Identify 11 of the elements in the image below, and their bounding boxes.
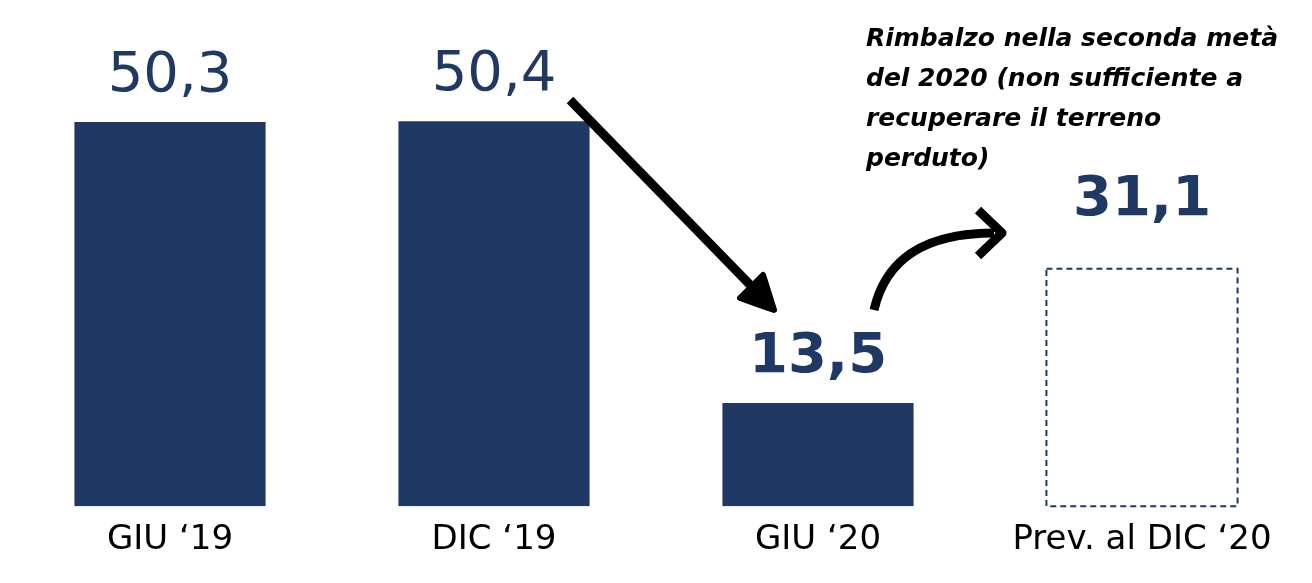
x-tick-label: GIU ‘20: [754, 517, 882, 558]
data-label: 13,5: [748, 319, 888, 385]
bar: [398, 121, 590, 507]
data-label: 50,3: [107, 38, 233, 104]
x-tick-label: DIC ‘19: [431, 517, 557, 558]
data-label: 50,4: [431, 37, 557, 103]
bar: [722, 403, 914, 507]
x-tick-label: Prev. al DIC ‘20: [1012, 517, 1272, 558]
bar: [74, 122, 266, 507]
bar: [1045, 267, 1239, 508]
x-tick-label: GIU ‘19: [106, 517, 234, 558]
